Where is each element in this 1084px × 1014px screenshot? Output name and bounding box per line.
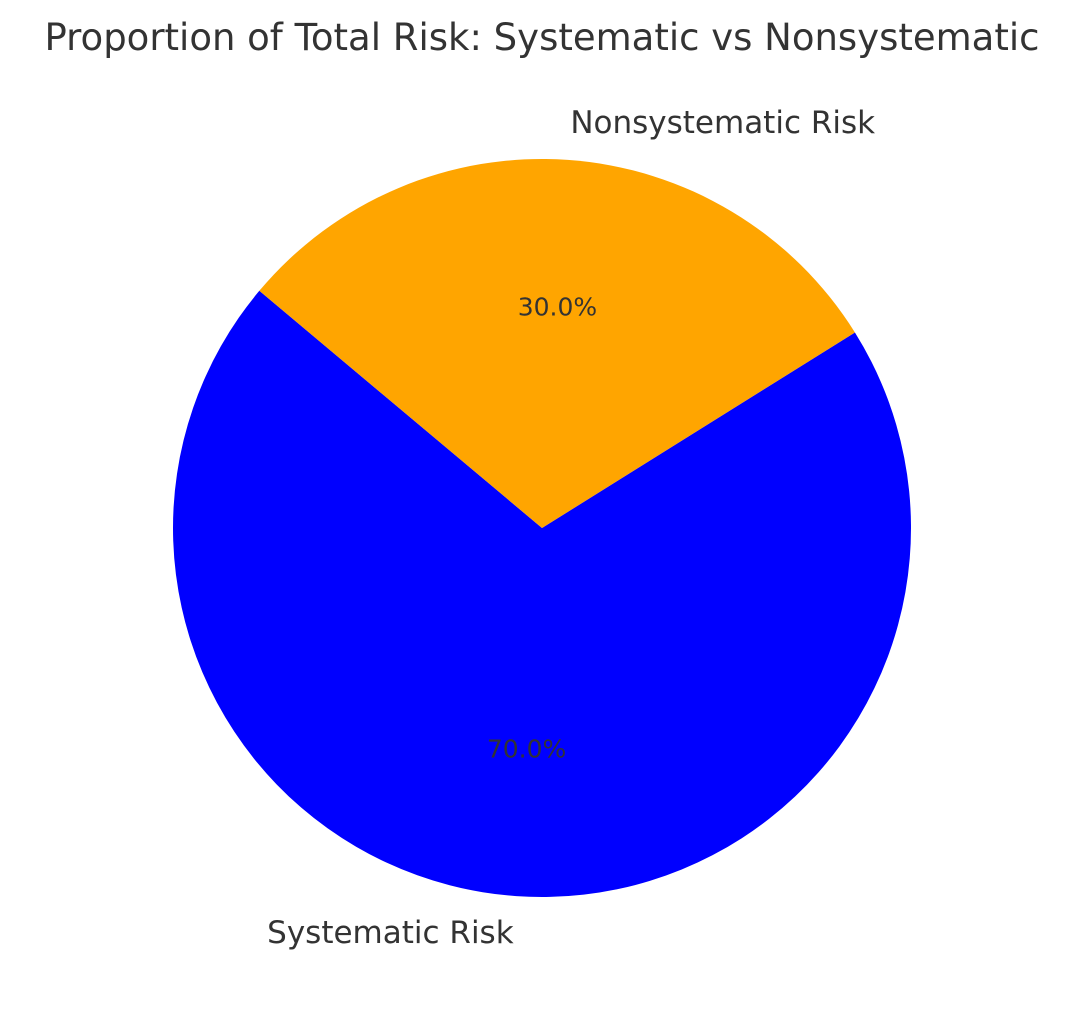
pie-slice-percent-label: 30.0%: [518, 293, 597, 322]
chart-title: Proportion of Total Risk: Systematic vs …: [45, 16, 1040, 59]
pie-slice-0: [173, 290, 912, 897]
pie-labels: 70.0% Systematic Risk 30.0% Nonsystematic R…: [267, 105, 875, 951]
pie-slice-percent-label: 70.0%: [487, 734, 566, 763]
pie-slices: [173, 159, 912, 897]
pie-slice-category-label: Nonsystematic Risk: [570, 105, 875, 141]
pie-slice-category-label: Systematic Risk: [267, 915, 514, 951]
pie-slice-1: [259, 159, 855, 528]
